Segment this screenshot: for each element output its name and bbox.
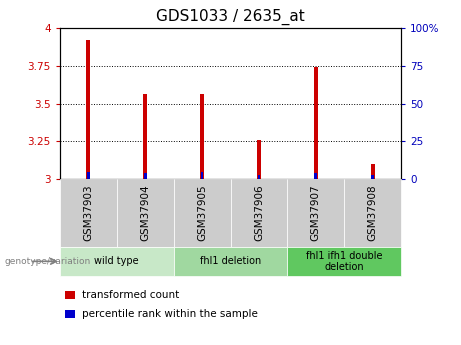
Text: fhl1 deletion: fhl1 deletion (200, 256, 261, 266)
Bar (371, 175, 374, 179)
Bar (201, 172, 203, 179)
Bar (200, 95, 204, 179)
Bar (371, 164, 375, 179)
Text: genotype/variation: genotype/variation (5, 257, 91, 266)
Text: GSM37904: GSM37904 (140, 185, 150, 242)
Bar (86, 40, 90, 179)
Text: transformed count: transformed count (82, 290, 179, 300)
Bar (314, 67, 318, 179)
Bar (258, 175, 260, 179)
Text: GSM37908: GSM37908 (367, 185, 378, 242)
Text: wild type: wild type (95, 256, 139, 266)
Bar (257, 140, 261, 179)
Text: fhl1 ifh1 double
deletion: fhl1 ifh1 double deletion (306, 250, 383, 272)
Text: GSM37907: GSM37907 (311, 185, 321, 242)
Bar (314, 173, 317, 179)
Bar (87, 172, 90, 179)
Text: GSM37906: GSM37906 (254, 185, 264, 242)
Bar (143, 95, 147, 179)
Text: percentile rank within the sample: percentile rank within the sample (82, 309, 258, 319)
Text: GDS1033 / 2635_at: GDS1033 / 2635_at (156, 9, 305, 25)
Text: GSM37905: GSM37905 (197, 185, 207, 242)
Bar (144, 173, 147, 179)
Text: GSM37903: GSM37903 (83, 185, 94, 242)
